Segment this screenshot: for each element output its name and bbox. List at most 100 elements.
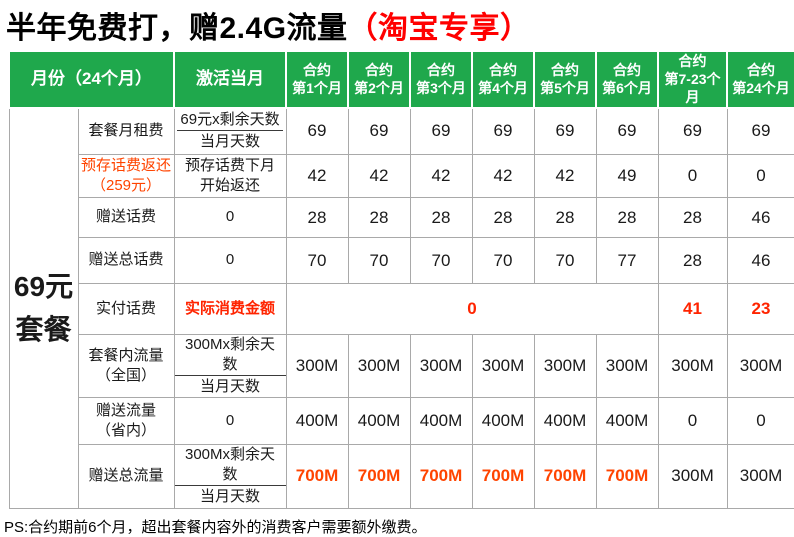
row-label-gift-credit: 赠送话费 (77, 197, 175, 239)
value-cell: 46 (726, 197, 794, 239)
value-cell: 70 (285, 237, 349, 285)
value-cell: 0 (726, 154, 794, 199)
fraction-numerator: 300Mx剩余天数 (174, 335, 286, 377)
fraction: 300Mx剩余天数 当月天数 (174, 335, 286, 397)
plan-table: 月份（24个月） 激活当月 合约 第1个月 合约 第2个月 合约 第3个月 合约 第4个月 合约… (7, 50, 794, 509)
fraction-denominator: 当月天数 (200, 133, 261, 151)
header-contract-top: 合约 (678, 53, 707, 69)
value-cell: 700M (471, 444, 535, 509)
value-cell: 28 (347, 197, 411, 239)
fraction-denominator: 当月天数 (200, 488, 261, 506)
value-cell: 77 (595, 237, 659, 285)
footnote: PS:合约期前6个月，超出套餐内容外的消费客户需要额外缴费。 (4, 518, 427, 536)
row-label-line: 赠送总流量 (88, 467, 164, 485)
row-label-monthly-fee: 套餐月租费 (77, 107, 175, 156)
header-contract-top: 合约 (427, 62, 456, 79)
value-cell: 70 (347, 237, 411, 285)
header-contract-month: 合约 第7-23个月 (657, 50, 729, 109)
value-cell: 69 (533, 107, 597, 156)
table-row: 赠送话费 0 28 28 28 28 28 28 28 46 (9, 197, 794, 239)
plan-name-cell: 69元 套餐 (8, 107, 79, 509)
row-label-actual-payment: 实付话费 (77, 283, 175, 336)
fraction-numerator: 69元x剩余天数 (177, 110, 283, 132)
value-cell: 300M (285, 334, 349, 399)
value-cell: 69 (409, 107, 473, 156)
value-cell: 700M (347, 444, 411, 509)
value-cell: 700M (409, 444, 473, 509)
row-label-line: 赠送流量 (96, 402, 157, 420)
plan-table-body: 69元 套餐 套餐月租费 69元x剩余天数 当月天数 69 69 69 69 69 69 69 69 预存… (8, 107, 794, 509)
table-row: 赠送流量 （省内） 0 400M 400M 400M 400M 400M 400M 0 0 (9, 397, 794, 446)
activation-cell: 实际消费金额 (173, 283, 287, 336)
activation-line: 0 (225, 412, 235, 430)
value-cell: 300M (595, 334, 659, 399)
row-label-gift-total-data: 赠送总流量 (77, 444, 175, 509)
value-cell: 42 (533, 154, 597, 199)
activation-cell: 0 (173, 237, 287, 285)
value-cell: 300M (726, 444, 794, 509)
row-label-plan-data-national: 套餐内流量 （全国） (77, 334, 175, 399)
value-cell: 41 (657, 283, 728, 336)
header-contract-bottom: 第5个月 (540, 80, 590, 97)
value-cell: 28 (657, 237, 728, 285)
header-contract-bottom: 第4个月 (478, 80, 528, 97)
header-contract-top: 合约 (489, 62, 518, 79)
value-cell: 42 (347, 154, 411, 199)
activation-line: 0 (225, 251, 235, 269)
value-cell: 42 (285, 154, 349, 199)
value-cell: 69 (595, 107, 659, 156)
row-label-line: 套餐内流量 (88, 346, 164, 364)
activation-cell: 0 (173, 197, 287, 239)
title-main: 半年免费打，赠2.4G流量 (6, 12, 348, 45)
value-cell: 400M (347, 397, 411, 446)
title-highlight: （淘宝专享） (347, 12, 531, 45)
value-cell: 70 (533, 237, 597, 285)
value-cell: 42 (471, 154, 535, 199)
header-month: 月份（24个月） (7, 50, 176, 109)
value-cell: 300M (726, 334, 794, 399)
activation-cell: 0 (173, 397, 287, 446)
value-cell: 28 (285, 197, 349, 239)
header-contract-top: 合约 (613, 62, 642, 79)
value-cell: 70 (471, 237, 535, 285)
value-cell: 46 (726, 237, 794, 285)
row-label-line: 实付话费 (96, 299, 157, 317)
value-cell: 28 (533, 197, 597, 239)
header-contract-bottom: 第3个月 (416, 80, 466, 97)
header-contract-top: 合约 (551, 62, 580, 79)
value-cell: 70 (409, 237, 473, 285)
value-cell: 400M (595, 397, 659, 446)
activation-cell: 预存话费下月 开始返还 (173, 154, 287, 199)
table-row: 实付话费 实际消费金额 0 41 23 (9, 283, 794, 336)
header-contract-top: 合约 (303, 62, 332, 79)
header-contract-bottom: 第2个月 (354, 80, 404, 97)
header-contract-month: 合约 第3个月 (409, 50, 474, 109)
header-contract-bottom: 第1个月 (292, 80, 342, 97)
value-cell: 400M (409, 397, 473, 446)
activation-cell: 69元x剩余天数 当月天数 (173, 107, 287, 156)
value-cell: 300M (533, 334, 597, 399)
value-cell: 69 (347, 107, 411, 156)
fraction: 69元x剩余天数 当月天数 (177, 110, 283, 152)
activation-cell: 300Mx剩余天数 当月天数 (173, 334, 287, 399)
fraction-denominator: 当月天数 (200, 378, 261, 396)
row-label-prepaid-refund: 预存话费返还 （259元） (77, 154, 175, 199)
value-cell: 49 (595, 154, 659, 199)
value-cell: 0 (726, 397, 794, 446)
value-cell: 300M (657, 444, 728, 509)
table-row: 套餐内流量 （全国） 300Mx剩余天数 当月天数 300M 300M 300M 300M 30… (9, 334, 794, 399)
row-label-line: 赠送总话费 (88, 251, 164, 269)
activation-line: 开始返还 (200, 177, 261, 195)
value-cell: 28 (657, 197, 728, 239)
header-contract-month: 合约 第4个月 (471, 50, 536, 109)
value-cell: 400M (471, 397, 535, 446)
header-row: 月份（24个月） 激活当月 合约 第1个月 合约 第2个月 合约 第3个月 合约 第4个月 合约… (7, 50, 794, 109)
value-cell: 700M (595, 444, 659, 509)
page-title: 半年免费打，赠2.4G流量（淘宝专享） (0, 0, 794, 50)
row-label-line: 赠送话费 (96, 208, 157, 226)
value-cell: 0 (657, 154, 728, 199)
value-cell: 0 (285, 283, 659, 336)
row-label-line: （全国） (96, 367, 157, 385)
activation-cell: 300Mx剩余天数 当月天数 (173, 444, 287, 509)
